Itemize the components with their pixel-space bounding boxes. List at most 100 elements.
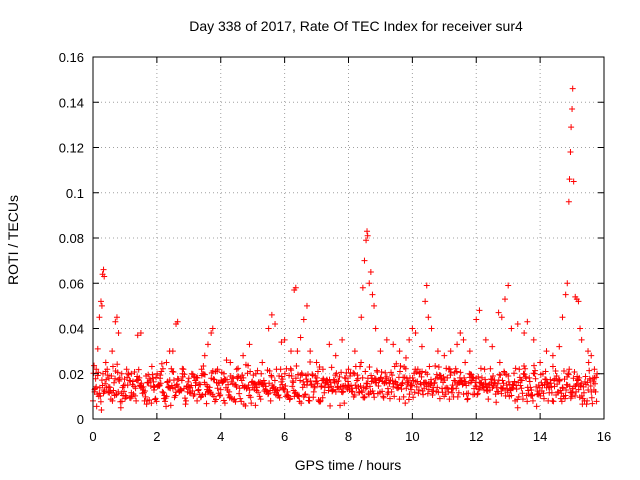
data-point-marker — [377, 348, 384, 355]
data-point-marker — [105, 389, 112, 396]
data-point-marker — [148, 400, 155, 407]
data-point-marker — [194, 397, 201, 404]
y-tick-label: 0.02 — [59, 367, 84, 382]
data-point-marker — [315, 396, 322, 403]
data-point-marker — [139, 387, 146, 394]
data-point-marker — [562, 291, 569, 298]
data-point-marker — [96, 314, 103, 321]
data-point-marker — [379, 378, 386, 385]
data-point-marker — [455, 379, 462, 386]
data-point-marker — [460, 336, 467, 343]
data-point-marker — [369, 375, 376, 382]
data-point-marker — [441, 352, 448, 359]
data-point-marker — [329, 388, 336, 395]
data-point-marker — [453, 385, 460, 392]
data-point-marker — [575, 376, 582, 383]
data-point-marker — [338, 388, 345, 395]
data-point-marker — [408, 386, 415, 393]
data-point-marker — [565, 198, 572, 205]
x-tick-label: 10 — [405, 429, 419, 444]
data-point-marker — [463, 382, 470, 389]
data-point-marker — [580, 389, 587, 396]
data-point-marker — [402, 354, 409, 361]
data-point-marker — [533, 403, 540, 410]
data-point-marker — [116, 377, 123, 384]
data-point-marker — [467, 379, 474, 386]
data-point-marker — [441, 377, 448, 384]
data-point-marker — [464, 396, 471, 403]
data-point-marker — [461, 378, 468, 385]
data-point-marker — [242, 361, 249, 368]
data-point-marker — [278, 339, 285, 346]
data-point-marker — [492, 380, 499, 387]
data-point-marker — [586, 367, 593, 374]
data-point-marker — [192, 377, 199, 384]
data-point-marker — [402, 400, 409, 407]
data-point-marker — [281, 336, 288, 343]
data-point-marker — [160, 395, 167, 402]
grid — [93, 57, 604, 419]
data-point-marker — [195, 387, 202, 394]
data-point-marker — [354, 372, 361, 379]
data-point-marker — [585, 387, 592, 394]
data-point-marker — [447, 372, 454, 379]
data-point-marker — [154, 370, 161, 377]
data-point-marker — [362, 368, 369, 375]
data-point-marker — [128, 370, 135, 377]
data-point-marker — [218, 377, 225, 384]
data-point-marker — [394, 385, 401, 392]
data-point-marker — [124, 374, 131, 381]
data-point-marker — [302, 372, 309, 379]
data-point-marker — [331, 379, 338, 386]
data-point-marker — [522, 365, 529, 372]
data-point-marker — [294, 392, 301, 399]
data-point-marker — [530, 336, 537, 343]
data-point-marker — [259, 380, 266, 387]
data-point-marker — [181, 395, 188, 402]
data-point-marker — [505, 282, 512, 289]
data-point-marker — [174, 375, 181, 382]
data-point-marker — [187, 384, 194, 391]
data-point-marker — [415, 390, 422, 397]
data-point-marker — [318, 382, 325, 389]
data-point-marker — [568, 389, 575, 396]
data-point-marker — [236, 390, 243, 397]
data-point-marker — [442, 391, 449, 398]
data-point-marker — [199, 370, 206, 377]
data-point-marker — [529, 397, 536, 404]
data-point-marker — [392, 378, 399, 385]
data-point-marker — [404, 381, 411, 388]
data-point-marker — [290, 387, 297, 394]
data-point-marker — [434, 348, 441, 355]
data-point-marker — [471, 385, 478, 392]
data-point-marker — [347, 373, 354, 380]
y-axis-label: ROTI / TECUs — [5, 195, 21, 285]
data-point-marker — [477, 379, 484, 386]
data-point-marker — [563, 387, 570, 394]
data-point-marker — [419, 387, 426, 394]
data-point-marker — [420, 379, 427, 386]
data-point-marker — [556, 343, 563, 350]
data-point-marker — [334, 383, 341, 390]
data-point-marker — [466, 348, 473, 355]
data-point-marker — [502, 387, 509, 394]
data-point-marker — [185, 378, 192, 385]
data-point-marker — [208, 369, 215, 376]
data-point-marker — [401, 374, 408, 381]
data-point-marker — [522, 373, 529, 380]
data-point-marker — [549, 352, 556, 359]
data-point-marker — [146, 396, 153, 403]
data-point-marker — [511, 378, 518, 385]
data-point-marker — [585, 359, 592, 366]
data-point-marker — [248, 379, 255, 386]
data-point-marker — [209, 325, 216, 332]
data-point-marker — [467, 371, 474, 378]
data-point-marker — [316, 398, 323, 405]
y-tick-label: 0.12 — [59, 141, 84, 156]
data-point-marker — [558, 398, 565, 405]
data-point-marker — [115, 330, 122, 337]
x-tick-label: 12 — [469, 429, 483, 444]
data-point-marker — [121, 382, 128, 389]
data-point-marker — [170, 377, 177, 384]
chart-title: Day 338 of 2017, Rate Of TEC Index for r… — [189, 18, 523, 34]
